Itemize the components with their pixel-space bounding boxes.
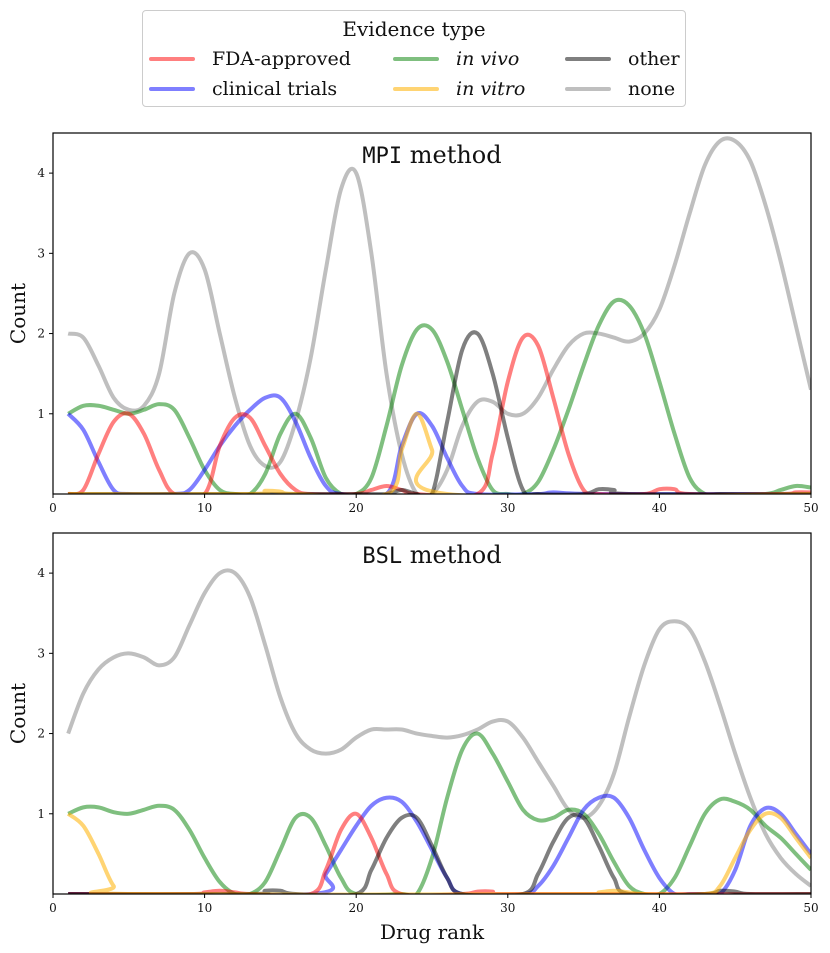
panel-title: MPI method <box>362 141 501 169</box>
series-line-fda <box>68 811 811 894</box>
y-tick-label: 4 <box>37 166 45 180</box>
legend-swatch-clinical <box>149 87 195 91</box>
legend-item-none: none <box>565 74 675 104</box>
series-line-none <box>66 568 811 888</box>
y-tick-label: 2 <box>37 327 45 341</box>
x-tick-label: 30 <box>500 501 515 515</box>
x-tick-label: 50 <box>803 501 818 515</box>
series-line-invitro <box>66 810 811 894</box>
legend-swatch-none <box>565 87 611 91</box>
legend-swatch-invitro <box>393 87 439 91</box>
legend-swatch-other <box>565 57 611 61</box>
legend-title: Evidence type <box>342 17 486 41</box>
x-tick-label: 40 <box>652 501 667 515</box>
legend-label-invivo: in vivo <box>456 48 520 70</box>
x-tick-label: 50 <box>803 901 818 915</box>
legend-item-invitro: in vitro <box>393 74 525 104</box>
y-tick-label: 1 <box>37 807 45 821</box>
y-tick-label: 3 <box>37 246 45 260</box>
x-axis-label: Drug rank <box>380 920 485 944</box>
legend-label-fda: FDA-approved <box>212 48 351 70</box>
panel-title: BSL method <box>362 541 501 569</box>
legend-item-fda: FDA-approved <box>149 44 351 74</box>
legend-item-clinical: clinical trials <box>149 74 337 104</box>
y-tick-label: 2 <box>37 727 45 741</box>
series-group <box>66 136 811 494</box>
plot-frame <box>52 132 812 495</box>
series-line-invitro <box>68 411 811 494</box>
series-group <box>66 568 811 894</box>
legend-label-invitro: in vitro <box>456 78 526 100</box>
y-tick-label: 4 <box>37 566 45 580</box>
x-tick-label: 0 <box>49 501 57 515</box>
legend-item-other: other <box>565 44 680 74</box>
series-line-clinical <box>66 393 811 494</box>
legend-item-invivo: in vivo <box>393 44 519 74</box>
y-axis-label: Count <box>6 683 30 744</box>
legend-swatch-invivo <box>393 57 439 61</box>
legend-label-clinical: clinical trials <box>212 78 338 100</box>
legend-label-none: none <box>628 78 676 100</box>
y-axis-label: Count <box>6 283 30 344</box>
plot-frame <box>52 532 812 895</box>
legend-label-other: other <box>628 48 680 70</box>
x-tick-label: 30 <box>500 901 515 915</box>
panel-1: 0 10 20 30 40 50 1 2 3 4 BSL method Count Drug rank <box>6 532 819 944</box>
legend-swatch-fda <box>149 57 195 61</box>
y-tick-label: 3 <box>37 646 45 660</box>
series-line-invivo <box>67 731 811 894</box>
series-line-none <box>67 136 811 494</box>
x-tick-label: 20 <box>349 901 364 915</box>
legend: Evidence type FDA-approved clinical trial… <box>142 10 686 107</box>
x-tick-label: 10 <box>197 501 212 515</box>
panel-0: 0 10 20 30 40 50 1 2 3 4 MPI method Count <box>6 132 819 515</box>
x-tick-label: 10 <box>197 901 212 915</box>
series-line-invivo <box>67 297 811 494</box>
series-line-clinical <box>68 793 811 894</box>
y-tick-label: 1 <box>37 407 45 421</box>
x-tick-label: 0 <box>49 901 57 915</box>
x-tick-label: 20 <box>349 501 364 515</box>
x-tick-label: 40 <box>652 901 667 915</box>
